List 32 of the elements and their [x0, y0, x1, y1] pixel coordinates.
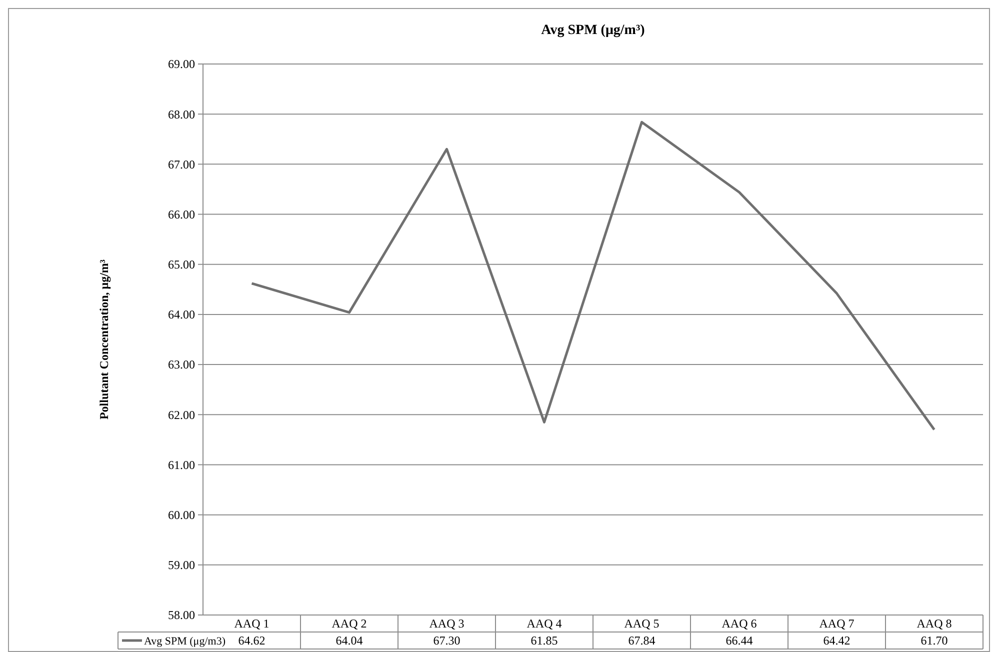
y-tick-label: 60.00 — [168, 508, 195, 522]
data-label: 64.04 — [336, 634, 363, 648]
y-tick-label: 63.00 — [168, 358, 195, 372]
x-tick-label: AAQ 1 — [234, 616, 270, 631]
x-tick-label: AAQ 8 — [916, 616, 952, 631]
x-tick-label: AAQ 2 — [332, 616, 367, 631]
x-tick-label: AAQ 6 — [722, 616, 757, 631]
data-label: 67.30 — [433, 634, 460, 648]
legend-label: Avg SPM (μg/m3) — [144, 635, 226, 648]
y-tick-label: 69.00 — [168, 57, 195, 72]
y-tick-label: 59.00 — [168, 558, 195, 572]
data-label: 64.62 — [238, 634, 266, 648]
y-tick-label: 61.00 — [168, 458, 195, 472]
y-tick-label: 65.00 — [168, 258, 195, 272]
y-axis-title: Pollutant Concentration, μg/m³ — [97, 259, 111, 420]
data-label: 67.84 — [628, 634, 656, 648]
data-label: 61.70 — [920, 634, 948, 648]
y-tick-label: 68.00 — [168, 107, 195, 122]
y-tick-label: 62.00 — [168, 408, 195, 422]
y-tick-label: 66.00 — [168, 207, 195, 222]
y-tick-label: 64.00 — [168, 308, 195, 322]
x-tick-label: AAQ 7 — [819, 616, 854, 631]
y-tick-label: 58.00 — [168, 608, 195, 622]
data-label: 64.42 — [823, 634, 850, 648]
x-tick-label: AAQ 5 — [624, 616, 660, 631]
line-series — [250, 120, 936, 431]
x-tick-label: AAQ 3 — [429, 616, 464, 631]
data-label: 61.85 — [530, 634, 558, 648]
data-label: 66.44 — [726, 634, 753, 648]
x-tick-label: AAQ 4 — [526, 616, 562, 631]
chart-title: Avg SPM (μg/m³) — [541, 23, 646, 38]
y-tick-label: 67.00 — [168, 157, 195, 172]
